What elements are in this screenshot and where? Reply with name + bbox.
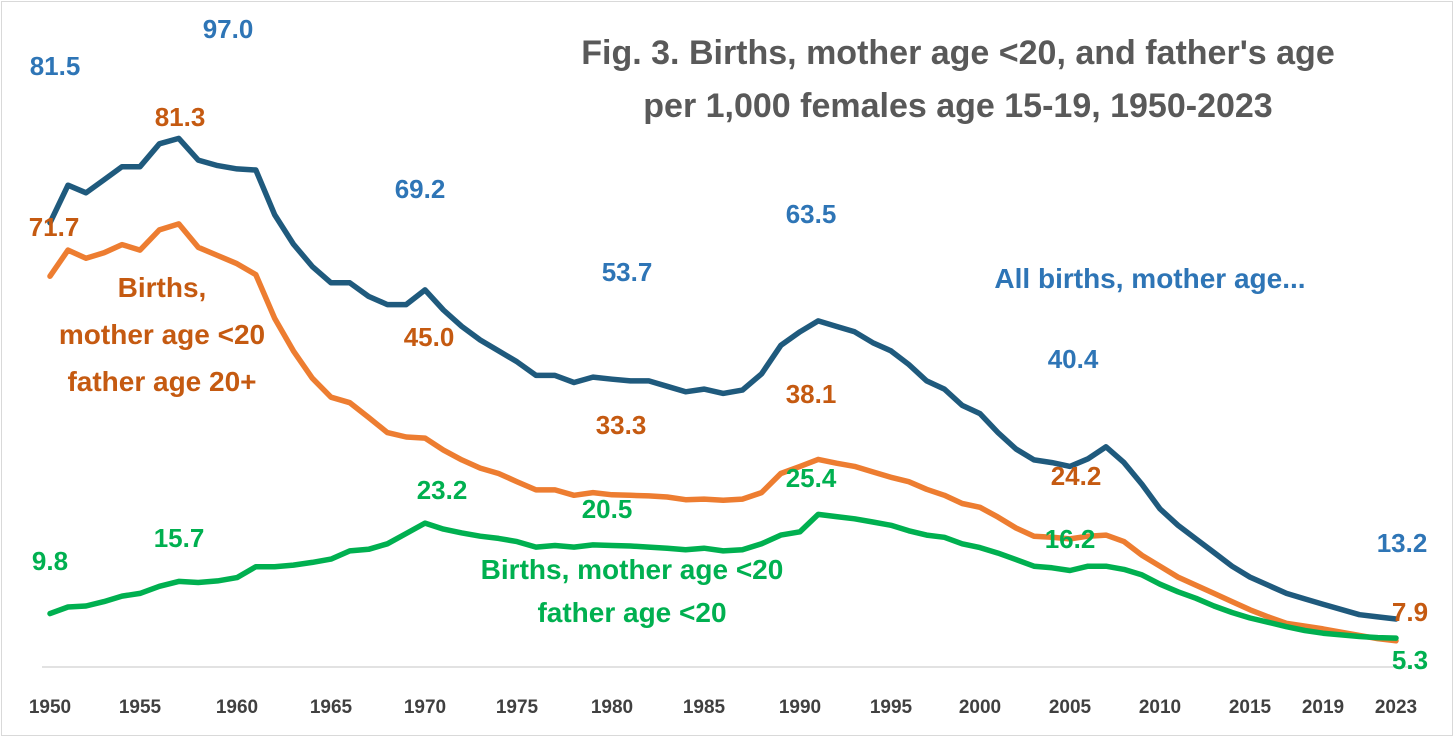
chart-title-line-2: per 1,000 females age 15-19, 1950-2023 [643,87,1272,125]
data-label-all: 63.5 [786,199,837,229]
data-label-f20plus: 33.3 [596,410,647,440]
data-label-f20plus: 45.0 [404,322,455,352]
x-tick-label: 2010 [1139,697,1181,718]
x-tick-label: 1975 [496,697,539,718]
data-label-all: 81.5 [30,51,81,81]
data-label-f20minus: 9.8 [32,546,68,576]
x-tick-label: 2005 [1049,697,1092,718]
x-tick-label: 1980 [591,697,633,718]
data-label-f20minus: 15.7 [154,523,205,553]
series-name-all: All births, mother age... [994,263,1305,294]
chart-title: Fig. 3. Births, mother age <20, and fath… [581,34,1334,125]
data-label-all: 97.0 [203,14,254,44]
data-label-all: 69.2 [395,174,446,204]
chart-title-line-1: Fig. 3. Births, mother age <20, and fath… [581,34,1334,72]
data-label-f20plus: 24.2 [1051,461,1102,491]
series-name-f20plus: mother age <20 [59,319,265,350]
x-tick-label: 2023 [1375,697,1417,718]
data-label-all: 53.7 [602,257,653,287]
series-name-f20plus: Births, [118,272,207,303]
data-label-f20plus: 7.9 [1392,597,1428,627]
data-label-f20plus: 71.7 [29,212,80,242]
data-label-all: 40.4 [1048,344,1099,374]
x-axis-ticks: 1950 1955 1960 1965 1970 1975 1980 1985 1990 1995… [29,697,1417,718]
data-label-f20minus: 20.5 [582,494,633,524]
plot-area [47,135,1399,644]
x-tick-label: 2015 [1229,697,1272,718]
series-line-f20minus [47,511,1399,641]
x-tick-label: 2019 [1302,697,1344,718]
series-name-f20minus: father age <20 [537,597,726,628]
data-label-f20plus: 38.1 [786,379,837,409]
x-tick-label: 1960 [216,697,258,718]
series-line-all [47,135,1399,622]
x-tick-label: 1950 [29,697,71,718]
data-label-f20minus: 25.4 [786,463,837,493]
data-label-f20minus: 5.3 [1392,645,1428,675]
x-tick-label: 2000 [959,697,1001,718]
series-name-f20plus: father age 20+ [67,366,256,397]
x-tick-label: 1995 [870,697,913,718]
data-label-all: 13.2 [1377,528,1428,558]
x-tick-label: 1970 [404,697,446,718]
data-label-f20minus: 23.2 [417,475,468,505]
x-tick-label: 1990 [779,697,821,718]
data-label-f20plus: 81.3 [155,102,206,132]
series-name-f20minus: Births, mother age <20 [481,554,784,585]
data-label-f20minus: 16.2 [1045,524,1096,554]
x-tick-label: 1965 [310,697,353,718]
series-line-f20plus [47,221,1399,644]
x-tick-label: 1985 [683,697,726,718]
data-labels: 81.5 97.0 69.2 53.7 63.5 40.4 13.2 71.7 81.3 45.0… [29,14,1428,675]
x-tick-label: 1955 [119,697,162,718]
series-labels: All births, mother age... Births, mother a… [59,263,1306,628]
